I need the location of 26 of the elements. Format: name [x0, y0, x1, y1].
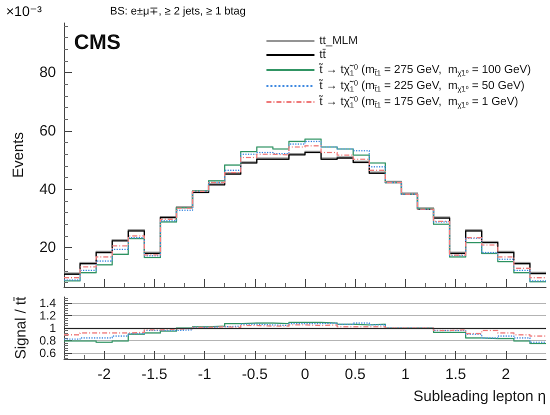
y-tick-label: 0.8	[39, 333, 56, 348]
y-tick-label: 1.2	[39, 308, 56, 323]
y-axis-title: Events	[10, 132, 27, 178]
x-tick-label: -1.5	[141, 366, 168, 383]
x-tick-label: -0.5	[242, 366, 268, 383]
legend-label: tt̄	[319, 48, 327, 61]
x-tick-label: -1	[198, 366, 212, 383]
y-tick-label: 1	[49, 321, 56, 335]
x-tick-label: 1.5	[445, 366, 466, 383]
text: BS: e±μ∓, ≥ 2 jets, ≥ 1 btag	[110, 6, 246, 18]
x-axis-title: Subleading lepton η	[413, 388, 546, 405]
x-tick-label: 1	[401, 366, 410, 383]
y-tick-label: 40	[39, 180, 56, 198]
text: ×10⁻³	[6, 3, 42, 19]
y-tick-label: 60	[39, 122, 56, 140]
legend-label: tt_MLM	[319, 35, 358, 47]
y-axis-title: Signal / tt̄	[12, 296, 30, 360]
annotation: CMS	[74, 31, 121, 54]
x-tick-label: 0.5	[344, 366, 366, 383]
x-tick-label: 2	[502, 366, 510, 383]
y-tick-label: 80	[39, 64, 56, 82]
x-tick-label: 0	[300, 366, 310, 383]
y-tick-label: 20	[39, 239, 56, 256]
x-tick-label: -2	[97, 366, 111, 383]
y-tick-label: 1.4	[39, 296, 56, 310]
y-tick-label: 0.6	[39, 346, 56, 360]
